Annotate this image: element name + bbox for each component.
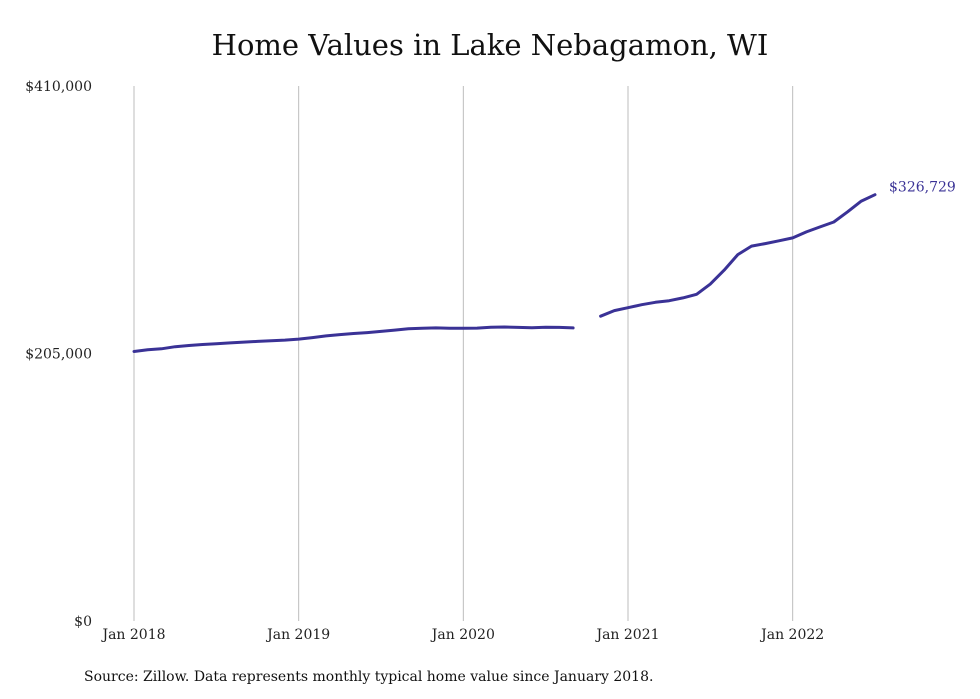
- series-lines: [132, 193, 877, 353]
- x-tick-label: Jan 2018: [100, 627, 165, 643]
- series-line-segment: [599, 193, 877, 318]
- series-line-segment: [132, 325, 575, 353]
- end-value-label: $326,729: [889, 180, 956, 196]
- chart-title: Home Values in Lake Nebagamon, WI: [211, 28, 769, 62]
- x-tick-label: Jan 2020: [430, 627, 495, 643]
- chart-source-note: Source: Zillow. Data represents monthly …: [84, 669, 654, 685]
- y-tick-label: $0: [74, 614, 92, 630]
- y-tick-label: $205,000: [25, 347, 92, 363]
- gridlines: [133, 86, 794, 621]
- x-tick-label: Jan 2021: [594, 627, 659, 643]
- x-tick-label: Jan 2022: [759, 627, 824, 643]
- y-axis-tick-labels: $0 $205,000 $410,000: [25, 79, 92, 630]
- x-axis-tick-labels: Jan 2018 Jan 2019 Jan 2020 Jan 2021 Jan 2022: [100, 627, 824, 643]
- x-tick-label: Jan 2019: [265, 627, 330, 643]
- y-tick-label: $410,000: [25, 79, 92, 95]
- end-value-labels: $326,729: [889, 180, 956, 196]
